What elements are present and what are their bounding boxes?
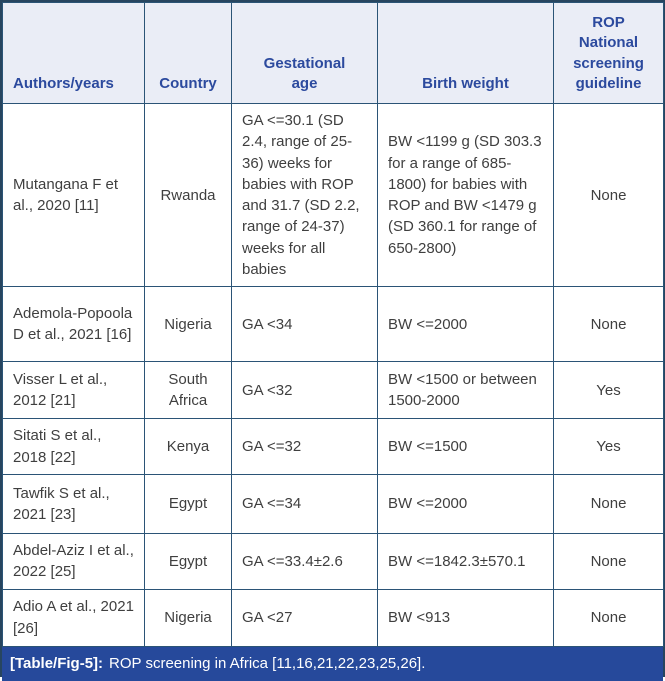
cell-gestational-age: GA <=34 <box>231 473 378 534</box>
cell-guideline: Yes <box>553 418 664 475</box>
header-row: Authors/years Country Gestational age Bi… <box>2 2 664 104</box>
cell-country: Nigeria <box>144 588 232 647</box>
cell-birth-weight: BW <=2000 <box>377 473 554 534</box>
cell-gestational-age: GA <=30.1 (SD 2.4, range of 25-36) weeks… <box>231 102 378 288</box>
cell-birth-weight: BW <1199 g (SD 303.3 for a range of 685-… <box>377 102 554 288</box>
cell-guideline: None <box>553 473 664 534</box>
table-caption-text: ROP screening in Africa [11,16,21,22,23,… <box>109 655 426 673</box>
cell-country: Egypt <box>144 473 232 534</box>
column-header-gestational-age-label: Gestational age <box>263 54 346 92</box>
cell-guideline: None <box>553 532 664 590</box>
cell-authors: Adio A et al., 2021 [26] <box>2 588 145 647</box>
cell-birth-weight: BW <1500 or between 1500-2000 <box>377 361 554 420</box>
table-row: Visser L et al., 2012 [21] South Africa … <box>2 361 664 420</box>
cell-country: Egypt <box>144 532 232 590</box>
column-header-birth-weight: Birth weight <box>377 2 554 104</box>
cell-country: Nigeria <box>144 286 232 363</box>
cell-guideline: None <box>553 286 664 363</box>
cell-country: Kenya <box>144 418 232 475</box>
cell-authors: Sitati S et al., 2018 [22] <box>2 418 145 475</box>
cell-gestational-age: GA <=33.4±2.6 <box>231 532 378 590</box>
column-header-rop-guideline-label: ROP National screening guideline <box>573 14 644 92</box>
table-caption-label: [Table/Fig-5]: <box>10 655 104 673</box>
table-row: Tawfik S et al., 2021 [23] Egypt GA <=34… <box>2 473 664 534</box>
cell-country: South Africa <box>144 361 232 420</box>
cell-gestational-age: GA <=32 <box>231 418 378 475</box>
cell-authors: Mutangana F et al., 2020 [11] <box>2 102 145 288</box>
column-header-country: Country <box>144 2 232 104</box>
cell-birth-weight: BW <913 <box>377 588 554 647</box>
cell-birth-weight: BW <=1842.3±570.1 <box>377 532 554 590</box>
table-row: Sitati S et al., 2018 [22] Kenya GA <=32… <box>2 418 664 475</box>
cell-country: Rwanda <box>144 102 232 288</box>
cell-authors: Ademola-Popoola D et al., 2021 [16] <box>2 286 145 363</box>
cell-guideline: None <box>553 102 664 288</box>
cell-guideline: Yes <box>553 361 664 420</box>
table-row: Ademola-Popoola D et al., 2021 [16] Nige… <box>2 286 664 363</box>
cell-authors: Tawfik S et al., 2021 [23] <box>2 473 145 534</box>
rop-screening-table: Authors/years Country Gestational age Bi… <box>2 2 664 647</box>
table-row: Adio A et al., 2021 [26] Nigeria GA <27 … <box>2 588 664 647</box>
cell-authors: Abdel-Aziz I et al., 2022 [25] <box>2 532 145 590</box>
table-row: Mutangana F et al., 2020 [11] Rwanda GA … <box>2 102 664 288</box>
cell-guideline: None <box>553 588 664 647</box>
cell-birth-weight: BW <=2000 <box>377 286 554 363</box>
column-header-authors-years: Authors/years <box>2 2 145 104</box>
column-header-rop-guideline: ROP National screening guideline <box>553 2 664 104</box>
cell-authors: Visser L et al., 2012 [21] <box>2 361 145 420</box>
cell-gestational-age: GA <34 <box>231 286 378 363</box>
cell-gestational-age: GA <27 <box>231 588 378 647</box>
cell-gestational-age: GA <32 <box>231 361 378 420</box>
table-caption: [Table/Fig-5]: ROP screening in Africa [… <box>2 646 663 681</box>
table-row: Abdel-Aziz I et al., 2022 [25] Egypt GA … <box>2 532 664 590</box>
column-header-gestational-age: Gestational age <box>231 2 378 104</box>
cell-birth-weight: BW <=1500 <box>377 418 554 475</box>
